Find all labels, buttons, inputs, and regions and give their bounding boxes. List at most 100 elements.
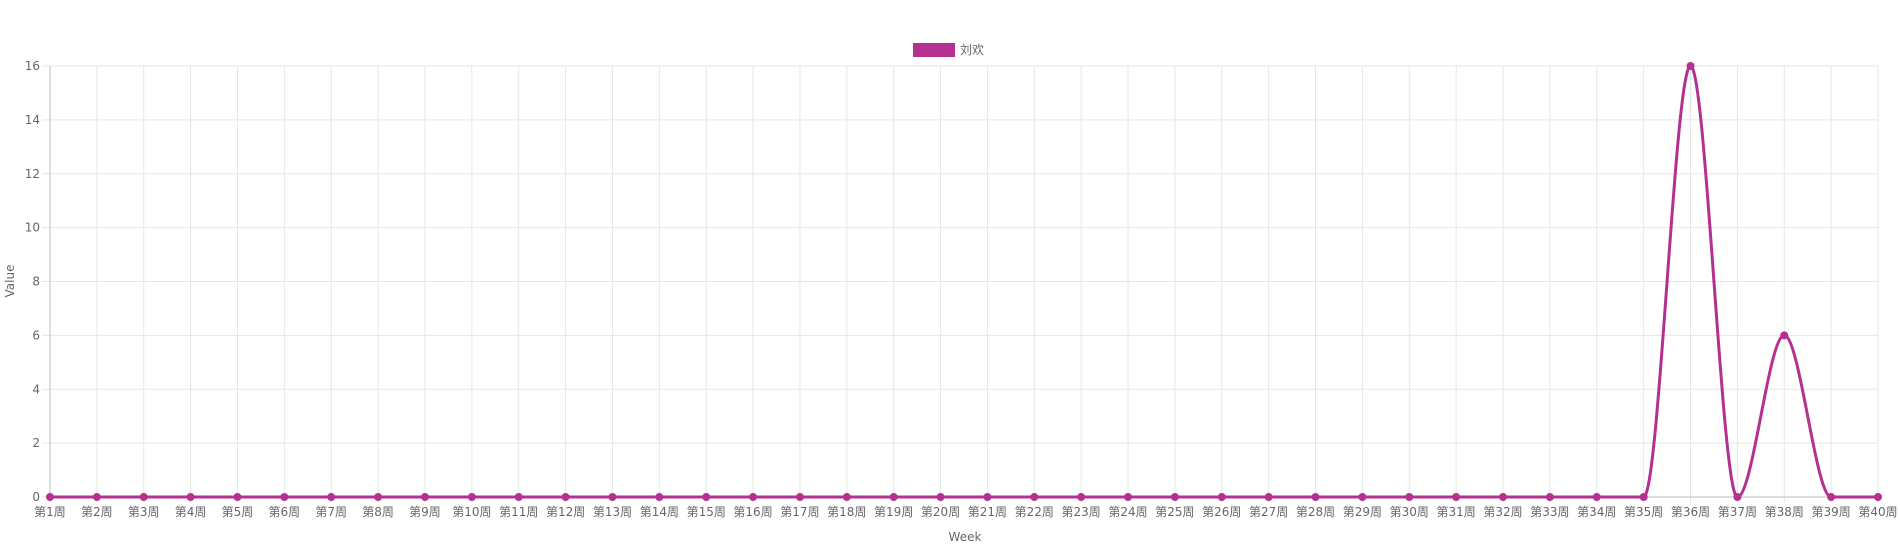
data-point[interactable]	[1827, 493, 1836, 501]
x-tick-label: 第25周	[1155, 505, 1194, 519]
y-tick-label: 10	[25, 221, 40, 235]
data-point[interactable]	[467, 493, 476, 501]
series-layer	[46, 62, 1882, 501]
data-point[interactable]	[561, 493, 570, 501]
data-point[interactable]	[1592, 493, 1601, 501]
x-tick-label: 第13周	[593, 505, 632, 519]
x-tick-label: 第22周	[1015, 505, 1054, 519]
x-tick-label: 第1周	[34, 505, 66, 519]
x-tick-label: 第26周	[1202, 505, 1241, 519]
data-point[interactable]	[1452, 493, 1461, 501]
data-point[interactable]	[842, 493, 851, 501]
x-tick-label: 第21周	[968, 505, 1007, 519]
x-tick-label: 第14周	[640, 505, 679, 519]
x-tick-label: 第19周	[874, 505, 913, 519]
data-point[interactable]	[1780, 331, 1789, 340]
data-point[interactable]	[983, 493, 992, 501]
x-tick-label: 第5周	[222, 505, 254, 519]
data-point[interactable]	[936, 493, 945, 501]
data-point[interactable]	[1499, 493, 1508, 501]
data-point[interactable]	[420, 493, 429, 501]
data-point[interactable]	[889, 493, 898, 501]
x-tick-label: 第36周	[1671, 505, 1710, 519]
data-point[interactable]	[1358, 493, 1367, 501]
x-tick-label: 第34周	[1577, 505, 1616, 519]
y-axis-title: Value	[3, 265, 17, 298]
x-tick-label: 第23周	[1062, 505, 1101, 519]
x-tick-label: 第28周	[1296, 505, 1335, 519]
x-tick-label: 第32周	[1483, 505, 1522, 519]
x-tick-label: 第3周	[128, 505, 160, 519]
x-tick-label: 第38周	[1765, 505, 1804, 519]
y-tick-label: 4	[32, 382, 40, 396]
y-tick-label: 0	[32, 490, 40, 504]
data-point[interactable]	[1733, 493, 1742, 501]
x-tick-label: 第15周	[687, 505, 726, 519]
data-point[interactable]	[702, 493, 711, 501]
data-point[interactable]	[327, 493, 336, 501]
x-tick-label: 第12周	[546, 505, 585, 519]
data-point[interactable]	[280, 493, 289, 501]
data-point[interactable]	[1874, 493, 1882, 501]
data-point[interactable]	[139, 493, 148, 501]
y-tick-label: 16	[25, 59, 40, 73]
data-point[interactable]	[795, 493, 804, 501]
x-tick-label: 第18周	[827, 505, 866, 519]
data-point[interactable]	[1686, 62, 1695, 70]
x-tick-label: 第30周	[1390, 505, 1429, 519]
x-tick-label: 第31周	[1437, 505, 1476, 519]
data-point[interactable]	[46, 493, 54, 501]
x-tick-label: 第11周	[499, 505, 538, 519]
x-tick-label: 第33周	[1530, 505, 1569, 519]
y-tick-label: 14	[25, 113, 40, 127]
data-point[interactable]	[1545, 493, 1554, 501]
data-point[interactable]	[514, 493, 523, 501]
x-tick-label: 第35周	[1624, 505, 1663, 519]
x-tick-label: 第7周	[315, 505, 347, 519]
y-tick-label: 8	[32, 275, 40, 289]
x-tick-label: 第37周	[1718, 505, 1757, 519]
x-tick-label: 第4周	[175, 505, 207, 519]
x-tick-label: 第20周	[921, 505, 960, 519]
grid	[42, 65, 1879, 503]
x-tick-label: 第29周	[1343, 505, 1382, 519]
y-tick-labels: 0 2 4 6 8 10 12 14 16	[25, 59, 40, 504]
legend[interactable]: 刘欢	[913, 42, 984, 57]
data-point[interactable]	[92, 493, 101, 501]
x-tick-label: 第8周	[362, 505, 394, 519]
data-point[interactable]	[374, 493, 383, 501]
data-point[interactable]	[608, 493, 617, 501]
data-point[interactable]	[1124, 493, 1133, 501]
legend-swatch[interactable]	[913, 43, 955, 57]
x-tick-label: 第17周	[780, 505, 819, 519]
x-tick-label: 第16周	[733, 505, 772, 519]
data-point[interactable]	[186, 493, 195, 501]
data-point[interactable]	[1170, 493, 1179, 501]
x-tick-label: 第2周	[81, 505, 113, 519]
x-tick-label: 第40周	[1858, 505, 1897, 519]
data-point[interactable]	[749, 493, 758, 501]
legend-label[interactable]: 刘欢	[960, 42, 984, 57]
x-axis-title: Week	[949, 530, 982, 544]
y-tick-label: 12	[25, 167, 40, 181]
data-point[interactable]	[1405, 493, 1414, 501]
x-tick-label: 第6周	[269, 505, 301, 519]
x-tick-labels: 第1周 第2周 第3周 第4周 第5周 第6周 第7周 第8周 第9周 第10周 第11周 第12周第…	[34, 505, 1897, 519]
data-point[interactable]	[233, 493, 242, 501]
data-point[interactable]	[1639, 493, 1648, 501]
x-tick-label: 第39周	[1811, 505, 1850, 519]
x-tick-label: 第27周	[1249, 505, 1288, 519]
y-tick-label: 2	[32, 436, 40, 450]
data-point[interactable]	[655, 493, 664, 501]
data-point[interactable]	[1030, 493, 1039, 501]
data-point[interactable]	[1311, 493, 1320, 501]
data-point[interactable]	[1264, 493, 1273, 501]
x-tick-label: 第24周	[1108, 505, 1147, 519]
y-tick-label: 6	[32, 328, 40, 342]
data-point[interactable]	[1217, 493, 1226, 501]
x-tick-label: 第9周	[409, 505, 441, 519]
x-tick-label: 第10周	[452, 505, 491, 519]
data-point[interactable]	[1077, 493, 1086, 501]
